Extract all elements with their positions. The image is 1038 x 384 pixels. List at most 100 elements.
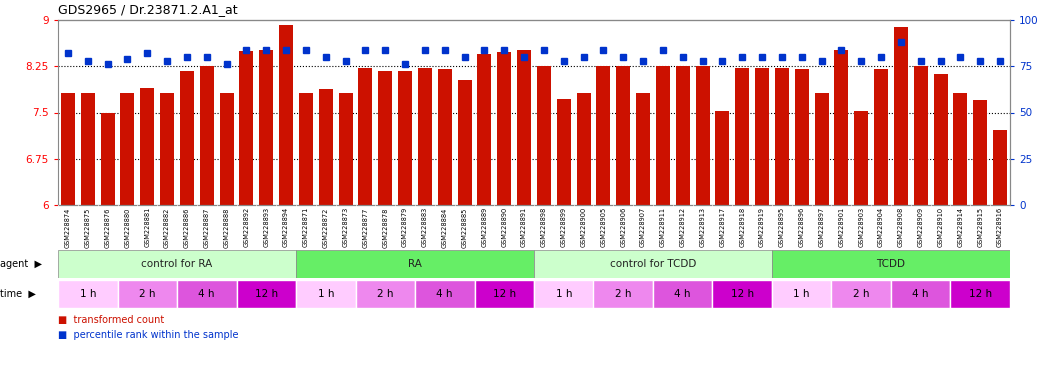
Text: GSM228898: GSM228898 (541, 207, 547, 247)
Bar (534, 250, 772, 278)
Bar (831, 280, 891, 308)
Bar (954, 93, 967, 205)
Text: ■  transformed count: ■ transformed count (58, 315, 164, 325)
Text: GSM228903: GSM228903 (858, 207, 865, 247)
Bar (933, 74, 948, 205)
Bar (399, 71, 412, 205)
Bar (715, 111, 730, 205)
Text: 12 h: 12 h (254, 289, 278, 299)
Text: GSM228909: GSM228909 (918, 207, 924, 247)
Bar (775, 68, 789, 205)
Text: GSM228894: GSM228894 (283, 207, 290, 247)
Text: GSM228906: GSM228906 (621, 207, 626, 247)
Bar (772, 250, 1010, 278)
Text: GSM228876: GSM228876 (105, 207, 111, 248)
Text: GSM228904: GSM228904 (878, 207, 884, 247)
Text: GDS2965 / Dr.23871.2.A1_at: GDS2965 / Dr.23871.2.A1_at (58, 3, 238, 16)
Bar (653, 280, 712, 308)
Text: GSM228915: GSM228915 (977, 207, 983, 247)
Text: GSM228877: GSM228877 (362, 207, 368, 248)
Bar (240, 51, 253, 205)
Text: GSM228885: GSM228885 (462, 207, 467, 248)
Text: agent  ▶: agent ▶ (0, 259, 42, 269)
Bar (874, 70, 889, 205)
Text: GSM228914: GSM228914 (957, 207, 963, 247)
Text: RA: RA (408, 259, 421, 269)
Bar (81, 93, 94, 205)
Bar (358, 68, 373, 205)
Text: GSM228899: GSM228899 (561, 207, 567, 247)
Text: GSM228878: GSM228878 (382, 207, 388, 248)
Bar (474, 280, 534, 308)
Bar (854, 111, 868, 205)
Bar (577, 93, 591, 205)
Bar (299, 93, 312, 205)
Text: GSM228919: GSM228919 (759, 207, 765, 247)
Bar (458, 80, 471, 205)
Text: GSM228882: GSM228882 (164, 207, 170, 248)
Text: GSM228891: GSM228891 (521, 207, 527, 247)
Text: GSM228884: GSM228884 (442, 207, 447, 248)
Text: GSM228889: GSM228889 (482, 207, 488, 247)
Bar (296, 250, 534, 278)
Text: GSM228912: GSM228912 (680, 207, 686, 247)
Bar (279, 25, 293, 205)
Text: GSM228871: GSM228871 (303, 207, 309, 247)
Bar (534, 280, 594, 308)
Text: GSM228881: GSM228881 (144, 207, 151, 247)
Text: 1 h: 1 h (555, 289, 572, 299)
Bar (735, 68, 749, 205)
Text: GSM228888: GSM228888 (223, 207, 229, 248)
Bar (695, 66, 710, 205)
Text: 12 h: 12 h (968, 289, 992, 299)
Bar (101, 113, 114, 205)
Text: 2 h: 2 h (377, 289, 393, 299)
Bar (58, 280, 117, 308)
Text: 1 h: 1 h (318, 289, 334, 299)
Text: GSM228913: GSM228913 (700, 207, 706, 247)
Bar (772, 280, 831, 308)
Bar (894, 27, 908, 205)
Bar (891, 280, 951, 308)
Bar (712, 280, 772, 308)
Text: ■  percentile rank within the sample: ■ percentile rank within the sample (58, 329, 239, 339)
Bar (795, 70, 809, 205)
Text: 4 h: 4 h (437, 289, 453, 299)
Text: GSM228901: GSM228901 (839, 207, 845, 247)
Text: time  ▶: time ▶ (0, 289, 36, 299)
Bar (517, 50, 531, 205)
Bar (755, 68, 769, 205)
Bar (415, 280, 474, 308)
Bar (656, 66, 670, 205)
Text: 12 h: 12 h (493, 289, 516, 299)
Bar (355, 280, 415, 308)
Text: control for TCDD: control for TCDD (609, 259, 696, 269)
Text: GSM228895: GSM228895 (778, 207, 785, 247)
Text: 2 h: 2 h (614, 289, 631, 299)
Text: GSM228872: GSM228872 (323, 207, 329, 248)
Text: GSM228911: GSM228911 (660, 207, 666, 247)
Bar (177, 280, 237, 308)
Text: GSM228892: GSM228892 (244, 207, 249, 247)
Text: 4 h: 4 h (912, 289, 929, 299)
Text: control for RA: control for RA (141, 259, 213, 269)
Bar (636, 93, 650, 205)
Text: 4 h: 4 h (675, 289, 691, 299)
Text: 4 h: 4 h (198, 289, 215, 299)
Bar (835, 50, 848, 205)
Text: GSM228874: GSM228874 (65, 207, 71, 248)
Bar (220, 93, 234, 205)
Bar (117, 280, 177, 308)
Text: GSM228897: GSM228897 (819, 207, 824, 247)
Bar (58, 250, 296, 278)
Bar (260, 50, 273, 205)
Bar (199, 66, 214, 205)
Bar (974, 100, 987, 205)
Text: GSM228875: GSM228875 (85, 207, 90, 248)
Text: TCDD: TCDD (876, 259, 905, 269)
Bar (140, 88, 155, 205)
Bar (378, 71, 392, 205)
Text: GSM228910: GSM228910 (937, 207, 944, 247)
Text: 2 h: 2 h (139, 289, 156, 299)
Bar (676, 66, 689, 205)
